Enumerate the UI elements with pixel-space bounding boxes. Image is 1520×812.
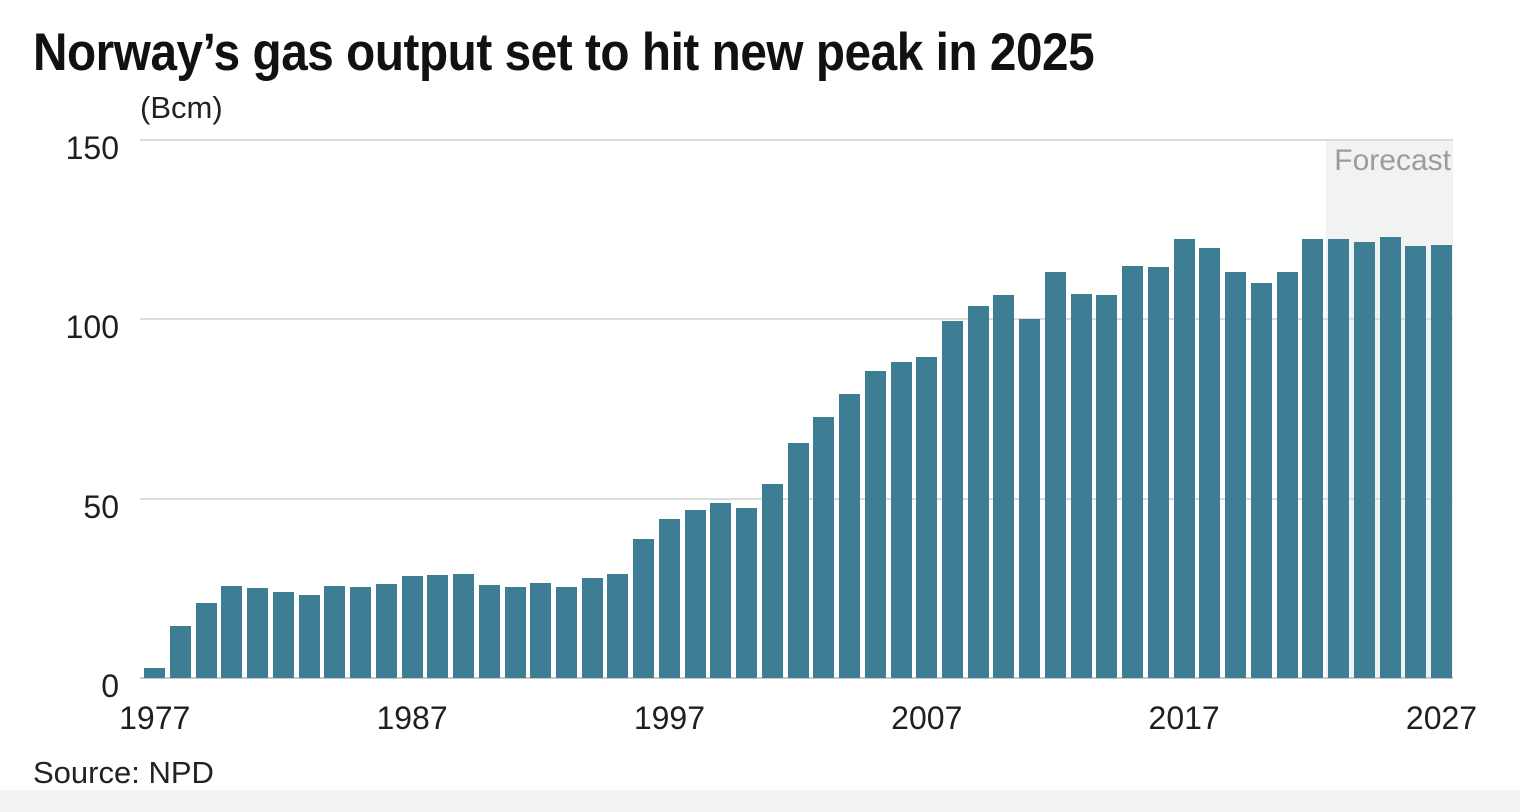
x-tick-label-2017: 2017	[1148, 700, 1220, 736]
bar-1999	[710, 503, 732, 678]
bar-2020	[1250, 283, 1272, 678]
bar-1991	[504, 586, 526, 678]
bar-2026	[1405, 246, 1427, 678]
bar-1993	[555, 587, 577, 678]
y-tick-label-50: 50	[83, 488, 119, 525]
bar-1981	[247, 587, 269, 678]
bar-2014	[1096, 294, 1118, 678]
x-axis-baseline	[140, 677, 1453, 679]
bar-2018	[1199, 247, 1221, 678]
bar-1982	[272, 591, 294, 678]
bar-2023	[1328, 238, 1350, 678]
bar-1995	[607, 574, 629, 678]
bar-2001	[761, 483, 783, 678]
bar-1985	[350, 586, 372, 678]
bar-1986	[375, 583, 397, 678]
bar-2010	[993, 294, 1015, 678]
bar-2000	[736, 507, 758, 678]
bar-1980	[221, 586, 243, 678]
footer-strip	[0, 790, 1520, 812]
bar-2021	[1276, 272, 1298, 678]
bar-1989	[453, 573, 475, 678]
bar-2002	[787, 443, 809, 678]
bar-2015	[1122, 265, 1144, 678]
bar-1987	[401, 576, 423, 678]
bar-1996	[633, 538, 655, 678]
bar-2013	[1070, 294, 1092, 678]
bar-1988	[427, 575, 449, 678]
bar-2012	[1044, 271, 1066, 678]
x-tick-label-1997: 1997	[633, 700, 705, 736]
gridline-y150	[140, 138, 1453, 141]
bar-1990	[478, 585, 500, 678]
bar-2008	[942, 321, 964, 678]
bar-2025	[1379, 236, 1401, 678]
bar-2003	[813, 416, 835, 678]
x-tick-label-1977: 1977	[119, 700, 191, 736]
bar-2019	[1225, 271, 1247, 678]
bar-1983	[298, 594, 320, 678]
bar-2005	[864, 370, 886, 678]
bar-2022	[1302, 238, 1324, 678]
bar-2004	[839, 394, 861, 678]
bar-1978	[169, 626, 191, 678]
bar-2007	[916, 356, 938, 678]
gridline-y100	[140, 318, 1453, 320]
bar-1994	[581, 577, 603, 678]
bar-2027	[1431, 245, 1452, 678]
bar-2011	[1019, 318, 1041, 678]
bar-2009	[967, 305, 989, 678]
bar-1977	[144, 667, 166, 678]
x-tick-label-2027: 2027	[1405, 700, 1478, 736]
bar-2017	[1173, 239, 1195, 678]
bar-2006	[890, 361, 912, 678]
x-tick-label-2007: 2007	[891, 700, 963, 736]
bar-1984	[324, 586, 346, 678]
y-tick-label-150: 150	[65, 129, 119, 166]
bar-1979	[195, 602, 217, 678]
bar-2024	[1353, 241, 1375, 678]
y-tick-label-0: 0	[101, 668, 119, 704]
x-tick-label-1987: 1987	[376, 700, 448, 736]
bar-1998	[684, 509, 706, 678]
bar-1997	[658, 518, 680, 678]
bar-2016	[1147, 266, 1169, 678]
forecast-label: Forecast	[1334, 144, 1451, 177]
y-axis-unit-label: (Bcm)	[140, 90, 223, 125]
chart-title: Norway’s gas output set to hit new peak …	[33, 23, 1095, 82]
bar-1992	[530, 583, 552, 678]
source-note: Source: NPD	[33, 755, 214, 790]
y-tick-label-100: 100	[65, 309, 119, 345]
